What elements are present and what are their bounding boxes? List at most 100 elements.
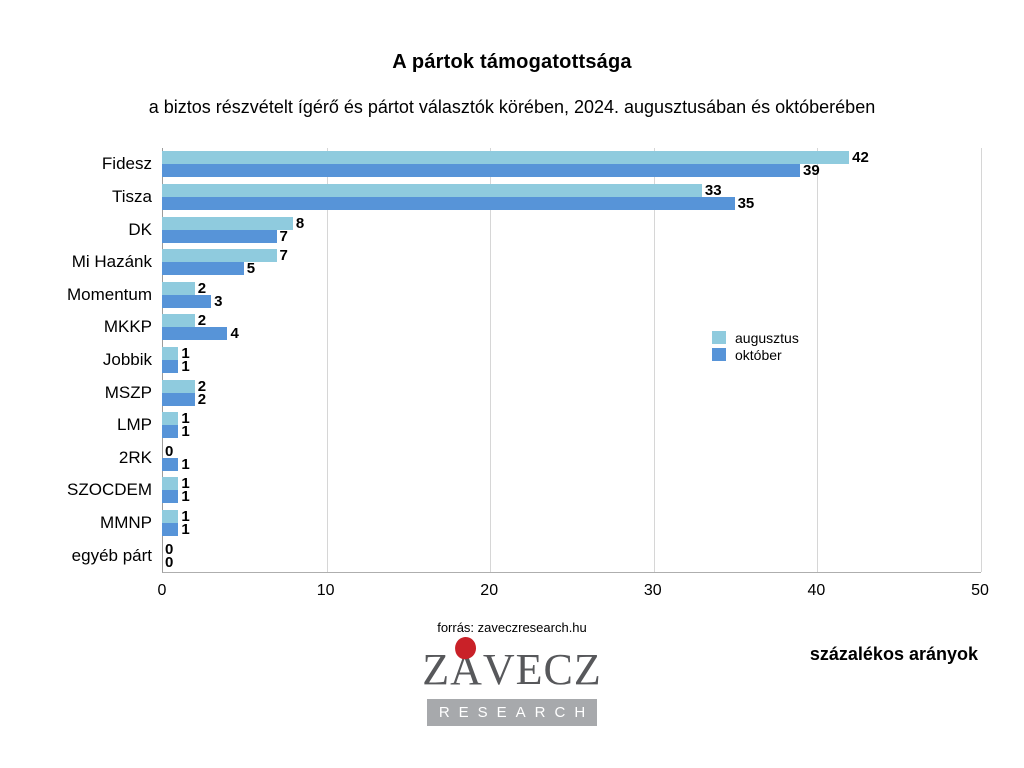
value-label: 7	[279, 247, 288, 265]
chart-row: egyéb párt 0 0	[0, 539, 1024, 572]
bar-augusztus	[162, 183, 702, 197]
bar-line-október: 7	[162, 227, 980, 245]
legend-label: augusztus	[735, 329, 799, 346]
chart-row: MSZP 2 2	[0, 376, 1024, 409]
bar-line-augusztus: 42	[162, 149, 980, 167]
bar-augusztus	[162, 477, 179, 491]
legend-item-augusztus: augusztus	[712, 329, 799, 346]
category-label: Tisza	[112, 186, 152, 206]
x-tick-label: 20	[480, 582, 499, 599]
gridline-30	[653, 148, 655, 572]
bar-chart: Fidesz 42 39 Tisza 33 35 DK 8 7 Mi Hazánk 7 5 Moment…	[0, 148, 1024, 599]
category-label: MKKP	[103, 317, 152, 337]
bar-október	[162, 392, 195, 406]
category-label: Jobbik	[102, 349, 152, 369]
bar-line-október: 1	[162, 357, 980, 375]
bar-október	[162, 229, 277, 243]
zavecz-research-logo: ZÁVECZ RESEARCH	[0, 635, 1024, 726]
bar-line-október: 3	[162, 294, 980, 309]
chart-subtitle: a biztos részvételt ígérő és pártot vála…	[148, 97, 876, 117]
category-label: DK	[128, 219, 152, 239]
units-note: százalékos arányok	[809, 644, 978, 664]
value-label: 7	[279, 227, 288, 245]
bar-group: 42 39	[162, 148, 980, 181]
value-label: 1	[181, 357, 190, 375]
bar-október	[162, 294, 212, 308]
bar-line-október: 1	[162, 488, 980, 506]
bar-line-augusztus: 2	[162, 312, 980, 330]
category-label: MSZP	[104, 382, 152, 402]
value-label: 1	[181, 488, 190, 506]
value-label: 42	[852, 149, 869, 167]
bar-augusztus	[162, 314, 195, 328]
value-label: 0	[165, 553, 174, 571]
bar-line-október: 1	[162, 455, 980, 473]
x-tick-label: 50	[971, 582, 989, 599]
bar-október	[162, 359, 179, 373]
value-label: 2	[197, 377, 207, 395]
chart-row: Jobbik 1 1	[0, 344, 1024, 377]
value-label: 2	[197, 312, 207, 330]
value-label: 0	[165, 442, 174, 460]
chart-row: MKKP 2 4	[0, 311, 1024, 344]
bar-line-augusztus: 8	[162, 214, 980, 232]
category-label: Momentum	[66, 284, 152, 304]
bar-line-augusztus: 1	[162, 344, 980, 362]
gridline-40	[817, 148, 819, 572]
logo-wordmark: ZÁVECZ	[422, 635, 602, 696]
bar-augusztus	[162, 379, 195, 393]
bar-október	[162, 196, 735, 210]
chart-row: DK 8 7	[0, 213, 1024, 246]
legend: augusztus október	[712, 329, 799, 363]
bar-line-augusztus: 2	[162, 281, 980, 296]
value-label: 1	[181, 344, 190, 362]
value-label: 1	[181, 410, 190, 428]
value-label: 35	[737, 194, 755, 212]
bar-line-augusztus: 1	[162, 476, 980, 491]
category-label: SZOCDEM	[67, 480, 152, 500]
bar-line-október: 1	[162, 424, 980, 439]
bar-október	[162, 457, 179, 471]
chart-row: Fidesz 42 39	[0, 148, 1024, 181]
value-label: 1	[181, 455, 190, 473]
logo-text: ZÁVECZ	[422, 645, 602, 694]
category-label: LMP	[117, 415, 152, 435]
bar-line-augusztus: 1	[162, 410, 980, 428]
value-label: 2	[197, 390, 207, 408]
chart-row: 2RK 0 1	[0, 441, 1024, 474]
bar-október	[162, 425, 179, 439]
bar-line-október: 0	[162, 553, 980, 571]
bar-group: 33 35	[162, 181, 980, 214]
value-label: 1	[181, 521, 190, 538]
chart-row: Tisza 33 35	[0, 181, 1024, 214]
value-label: 8	[295, 214, 305, 232]
chart-row: MMNP 1 1	[0, 507, 1024, 540]
bar-augusztus	[162, 510, 179, 523]
x-tick-label: 0	[157, 582, 167, 599]
bar-line-augusztus: 1	[162, 509, 980, 524]
legend-label: október	[735, 346, 782, 363]
bar-október	[162, 164, 801, 178]
bar-line-augusztus: 7	[162, 247, 980, 265]
bar-line-október: 5	[162, 261, 980, 276]
x-tick-label: 10	[316, 582, 335, 599]
category-label: Fidesz	[101, 154, 152, 174]
bar-line-október: 1	[162, 521, 980, 538]
gridline-10	[326, 148, 328, 572]
bar-line-október: 4	[162, 326, 980, 341]
category-label: MMNP	[100, 513, 152, 532]
chart-row: SZOCDEM 1 1	[0, 474, 1024, 507]
bar-line-október: 39	[162, 163, 980, 178]
gridline-20	[490, 148, 492, 572]
chart-row: Mi Hazánk 7 5	[0, 246, 1024, 279]
x-tick-label: 30	[643, 582, 662, 599]
